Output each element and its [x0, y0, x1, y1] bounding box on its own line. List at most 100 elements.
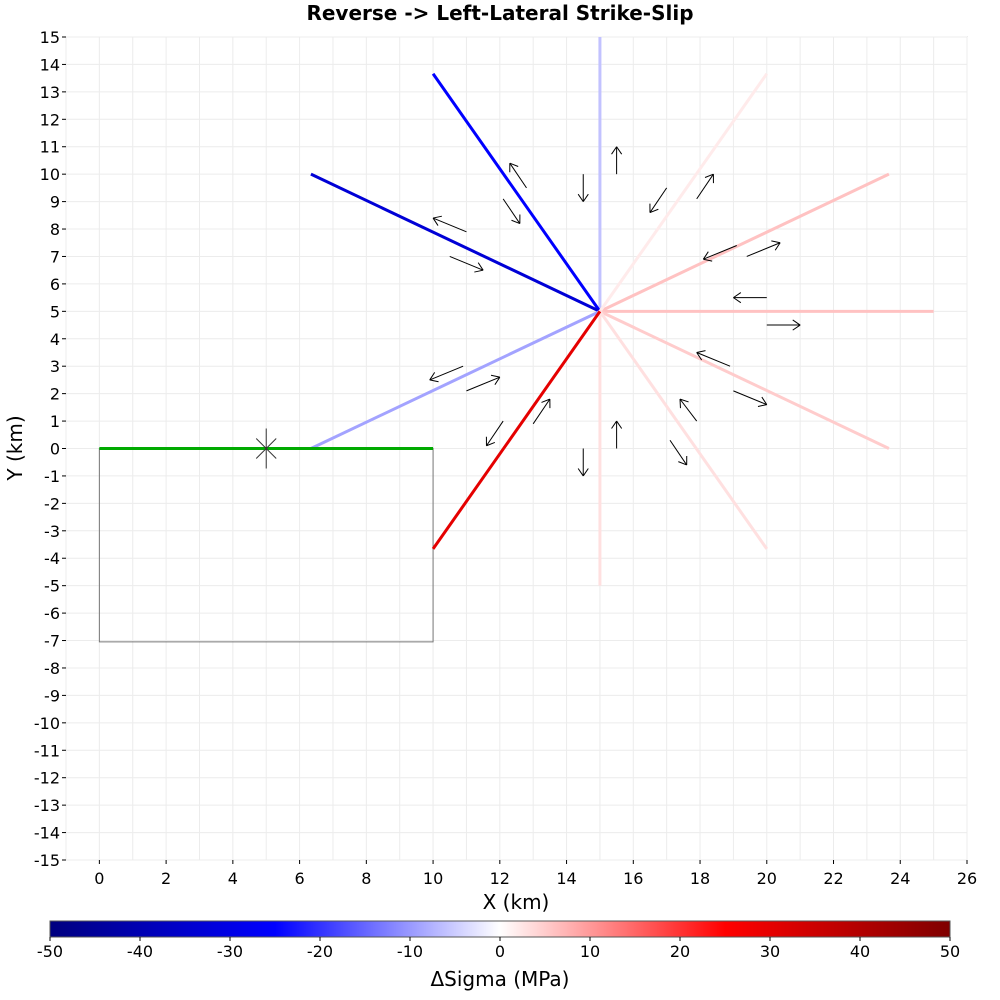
- y-tick-label: 9: [50, 193, 60, 212]
- slip-arrow: [432, 215, 467, 233]
- slip-arrow: [702, 245, 737, 262]
- slip-arrow: [649, 187, 668, 214]
- y-tick-label: 2: [50, 385, 60, 404]
- y-tick-label: 4: [50, 330, 60, 349]
- y-tick-label: 3: [50, 357, 60, 376]
- x-tick-label: 12: [490, 869, 510, 888]
- colorbar: [49, 920, 951, 938]
- slip-arrow-head: [733, 297, 742, 304]
- slip-arrow-head: [704, 173, 714, 178]
- slip-arrow-shaft: [703, 245, 737, 260]
- slip-arrow-head: [678, 461, 687, 466]
- slip-arrow-head: [474, 269, 484, 273]
- slip-arrow-head: [649, 208, 659, 214]
- colorbar-tick-label: 40: [850, 942, 870, 961]
- receiver-fault-line: [431, 72, 602, 313]
- y-tick-label: 13: [40, 83, 60, 102]
- slip-arrow: [485, 420, 504, 447]
- colorbar-ticks: -50 -40 -30 -20 -10 0 10 20 30 40 50: [37, 937, 960, 961]
- slip-arrow-head: [509, 162, 519, 167]
- slip-arrow: [532, 398, 551, 425]
- x-axis-title: X (km): [483, 890, 550, 914]
- slip-arrow-head: [577, 468, 584, 477]
- slip-arrow-head: [696, 352, 703, 361]
- x-tick-label: 2: [161, 869, 171, 888]
- x-tick-label: 0: [94, 869, 104, 888]
- x-axis-ticks: 0 2 4 6 8 10 12 14 16 18 20 22 24 26: [94, 860, 977, 888]
- y-tick-label: 10: [40, 165, 60, 184]
- slip-arrow: [429, 365, 464, 383]
- slip-arrow-shaft: [669, 439, 688, 466]
- slip-arrow: [577, 448, 589, 477]
- x-tick-label: 14: [556, 869, 576, 888]
- slip-arrow-shaft: [432, 217, 467, 233]
- source-fault: [99, 428, 434, 469]
- y-tick-label: -9: [44, 686, 60, 705]
- slip-arrow: [611, 420, 623, 449]
- y-tick-label: 6: [50, 275, 60, 294]
- x-tick-label: 22: [823, 869, 843, 888]
- y-tick-label: -7: [44, 632, 60, 651]
- y-tick-label: -14: [34, 824, 60, 843]
- slip-arrow-shaft: [696, 352, 731, 367]
- slip-arrow-shaft: [532, 398, 551, 425]
- colorbar-tick-label: 20: [670, 942, 690, 961]
- slip-arrow-head: [733, 292, 742, 299]
- y-tick-label: 1: [50, 412, 60, 431]
- receiver-faults: [310, 37, 934, 586]
- y-tick-label: -15: [34, 851, 60, 870]
- y-tick-label: -1: [44, 467, 60, 486]
- slip-arrow-head: [792, 324, 801, 331]
- slip-arrow-head: [582, 468, 589, 477]
- slip-arrow-head: [703, 258, 713, 262]
- hypocenter-marker: [255, 428, 277, 469]
- slip-arrow-shaft: [746, 242, 781, 257]
- receiver-fault-line: [431, 310, 602, 550]
- colorbar-tick-label: -10: [397, 942, 423, 961]
- slip-arrow: [696, 350, 731, 367]
- slip-arrow: [669, 439, 688, 466]
- y-tick-label: -6: [44, 604, 60, 623]
- slip-arrow-head: [611, 420, 618, 429]
- y-tick-label: -8: [44, 659, 60, 678]
- slip-arrow: [466, 374, 501, 392]
- slip-arrow-shaft: [679, 398, 698, 422]
- slip-arrow: [449, 256, 484, 273]
- slip-arrow-shaft: [429, 365, 464, 381]
- x-tick-label: 16: [623, 869, 643, 888]
- slip-arrow-shaft: [486, 420, 504, 447]
- x-tick-label: 10: [423, 869, 443, 888]
- y-tick-label: -12: [34, 769, 60, 788]
- y-tick-label: 15: [40, 28, 60, 47]
- colorbar-tick-label: 10: [580, 942, 600, 961]
- x-tick-label: 6: [294, 869, 304, 888]
- receiver-fault-line: [599, 309, 890, 450]
- y-tick-label: -4: [44, 549, 60, 568]
- colorbar-tick-label: -20: [307, 942, 333, 961]
- colorbar-tick-label: 0: [495, 942, 505, 961]
- slip-arrow: [766, 319, 801, 331]
- slip-arrow-shaft: [696, 173, 714, 200]
- slip-arrow-head: [774, 242, 781, 251]
- y-tick-label: -5: [44, 577, 60, 596]
- slip-arrow: [502, 198, 521, 225]
- slip-arrow: [679, 398, 698, 422]
- slip-arrow-head: [486, 441, 496, 447]
- x-tick-label: 26: [957, 869, 977, 888]
- slip-arrow-head: [432, 215, 442, 219]
- slip-arrow-head: [582, 193, 589, 202]
- colorbar-tick-label: -40: [127, 942, 153, 961]
- slip-arrow-head: [477, 262, 484, 271]
- y-tick-label: 5: [50, 302, 60, 321]
- receiver-fault-line: [310, 309, 601, 450]
- x-tick-label: 20: [757, 869, 777, 888]
- y-tick-label: -3: [44, 522, 60, 541]
- x-tick-label: 18: [690, 869, 710, 888]
- x-tick-label: 8: [361, 869, 371, 888]
- y-axis-title: Y (km): [3, 415, 27, 481]
- slip-arrow: [509, 162, 527, 189]
- slip-arrow-head: [577, 193, 584, 202]
- receiver-fault-line: [310, 172, 601, 313]
- colorbar-tick-label: -50: [37, 942, 63, 961]
